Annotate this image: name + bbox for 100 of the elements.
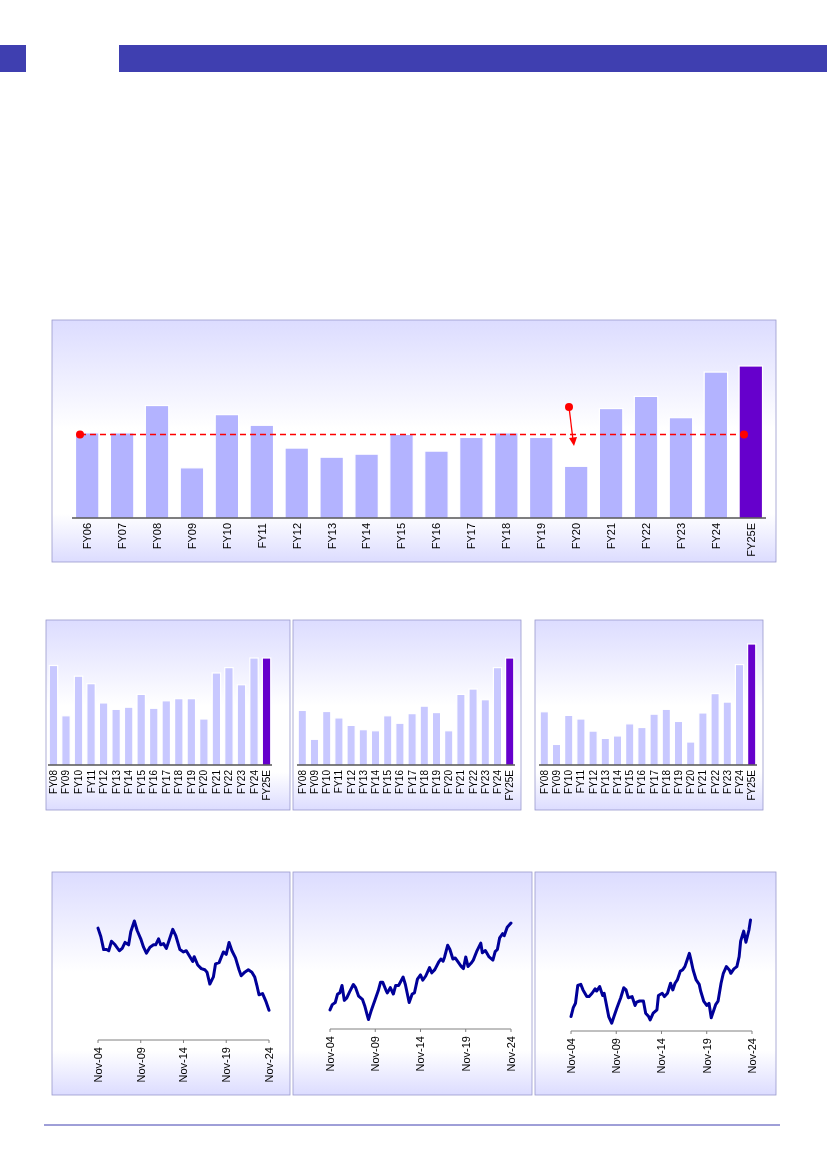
bar [600,737,610,766]
bar [199,718,209,766]
x-tick-label: FY10 [563,769,575,794]
x-tick-label: FY09 [185,523,198,550]
bar [494,432,519,519]
x-tick-label: FY12 [290,523,303,550]
x-tick-label: FY19 [431,769,442,794]
bar [588,730,598,766]
x-tick-label: Nov-24 [262,1047,275,1083]
bar [179,467,205,519]
bar [563,465,589,519]
x-tick-label: FY13 [599,769,611,794]
x-tick-label: FY14 [360,523,373,550]
x-tick-label: FY24 [733,769,745,794]
x-tick-label: FY25E [261,769,273,801]
bar [186,698,197,766]
x-tick-label: FY21 [210,769,222,794]
bar [161,700,172,766]
x-tick-label: FY08 [47,769,59,794]
x-tick-label: FY07 [115,523,128,550]
bar [419,705,429,766]
bar [747,643,757,766]
bar [136,693,146,766]
x-tick-label: Nov-24 [504,1036,517,1072]
x-tick-label: FY13 [357,769,369,794]
x-tick-label: FY21 [455,769,467,794]
bar [297,709,307,766]
x-tick-label: FY14 [612,769,623,794]
x-tick-label: FY23 [235,769,247,794]
bar [370,730,381,766]
bar [383,715,393,766]
bar [224,667,234,766]
bar [703,371,729,519]
x-tick-label: FY18 [660,769,672,794]
bar [74,432,100,519]
x-tick-label: Nov-04 [323,1036,336,1072]
bar [564,714,574,766]
x-tick-label: FY17 [465,523,478,550]
bar [346,724,356,766]
x-tick-label: FY12 [345,769,357,794]
x-tick-label: FY12 [98,769,110,794]
x-tick-label: FY20 [570,523,583,550]
x-tick-label: FY24 [709,523,722,550]
x-tick-label: FY23 [674,523,687,550]
bar [686,741,696,766]
x-tick-label: FY16 [394,769,406,794]
x-tick-label: Nov-04 [564,1038,577,1074]
bar [61,715,71,766]
x-tick-label: FY15 [135,769,147,794]
x-tick-label: Nov-14 [414,1036,427,1072]
x-tick-label: FY10 [73,769,85,794]
bar [148,707,159,766]
x-tick-label: FY21 [604,523,617,550]
x-tick-label: FY24 [248,769,260,794]
bar [576,718,586,766]
x-tick-label: Nov-14 [177,1047,190,1083]
x-tick-label: FY14 [123,769,135,794]
bar [668,417,694,519]
x-tick-label: FY19 [535,523,548,550]
bar [505,657,515,766]
x-tick-label: FY21 [697,769,709,794]
bar [734,663,745,766]
bar [211,672,222,766]
bar [698,712,708,766]
bar [649,713,659,766]
bar [354,453,379,519]
x-tick-label: FY09 [309,769,321,794]
bar [459,436,484,519]
x-tick-label: FY11 [333,769,345,794]
bar [284,447,310,519]
bar [109,432,135,519]
bar [407,713,417,766]
bar [424,450,449,519]
x-tick-label: FY23 [479,769,491,794]
bar [492,667,503,766]
bar [456,693,466,766]
x-tick-label: FY17 [160,769,172,794]
x-tick-label: Nov-14 [655,1038,668,1074]
x-tick-label: FY12 [587,769,599,794]
x-tick-label: FY13 [325,523,338,550]
bar [431,711,442,766]
x-tick-label: FY17 [648,769,660,794]
bar [334,717,344,766]
x-tick-label: FY20 [443,769,455,794]
x-tick-label: FY16 [636,769,648,794]
bar [444,730,454,766]
bar [73,675,84,766]
x-tick-label: FY09 [60,769,72,794]
x-tick-label: FY22 [709,769,721,794]
x-tick-label: FY19 [673,769,684,794]
x-tick-label: FY18 [500,523,513,550]
x-tick-label: FY18 [418,769,430,794]
x-tick-label: FY22 [639,523,652,550]
bar [174,698,184,766]
x-tick-label: FY16 [430,523,443,550]
bar [598,407,624,519]
bar [144,404,170,519]
x-tick-label: FY10 [220,523,233,550]
bar [86,683,96,766]
bar [480,699,490,766]
